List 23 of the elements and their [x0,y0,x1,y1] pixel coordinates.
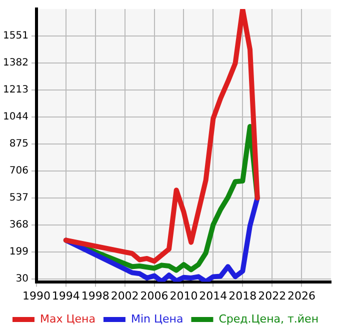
x-tick-label: 2010 [170,289,198,302]
y-tick-label: 1382 [2,58,28,69]
y-tick-label: 368 [9,220,28,231]
x-tick-label: 2026 [288,289,316,302]
x-tick-label: 2002 [110,289,139,302]
x-tick-label: 2018 [228,289,257,302]
x-tick-label: 1990 [22,289,50,302]
x-tick-label: 2014 [199,289,228,302]
y-tick-label: 1044 [2,112,28,123]
legend-label: Max Цена [40,312,96,326]
x-tick-label: 2006 [140,289,168,302]
y-tick-label: 706 [9,166,28,177]
x-tick-label: 1994 [52,289,80,302]
y-tick-label: 1551 [2,30,28,42]
y-tick-label: 1213 [2,84,28,96]
y-tick-label: 537 [9,192,28,204]
legend-label: Сред.Цена, т.йен [218,312,319,326]
y-tick-label: 199 [9,246,28,258]
y-tick-label: 875 [9,138,28,150]
legend-label: Min Цена [130,312,184,326]
x-tick-label: 1998 [81,289,110,302]
y-tick-label: 30 [16,274,28,285]
x-tick-label: 2022 [258,289,286,302]
